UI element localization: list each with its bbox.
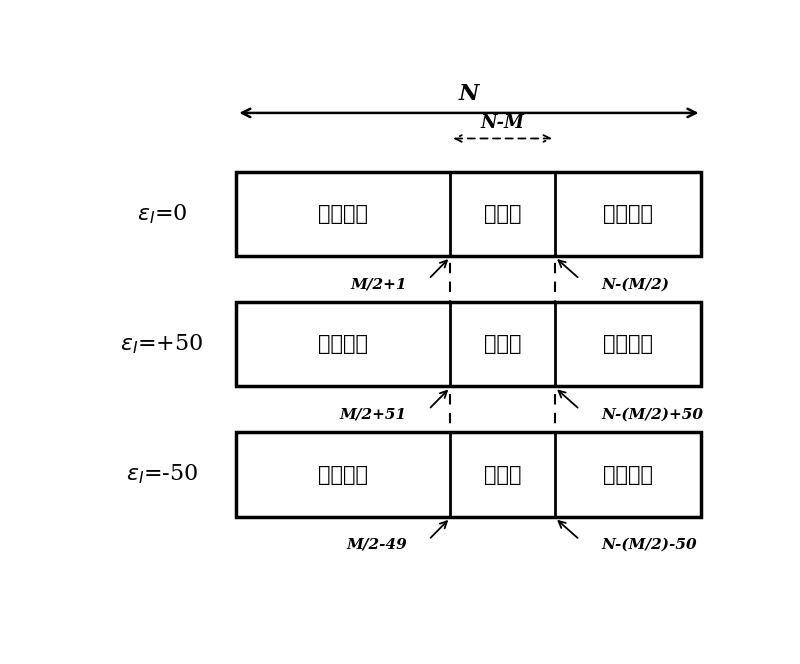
- Text: N: N: [458, 83, 479, 105]
- Text: M/2-49: M/2-49: [346, 538, 407, 552]
- Text: N-(M/2): N-(M/2): [602, 277, 670, 291]
- Text: N-M: N-M: [481, 114, 525, 132]
- Text: 虚载波: 虚载波: [484, 334, 522, 355]
- Text: 有用载波: 有用载波: [318, 465, 368, 485]
- Bar: [237, 302, 702, 386]
- Text: 虚载波: 虚载波: [484, 465, 522, 485]
- Text: $\varepsilon_I$=-50: $\varepsilon_I$=-50: [126, 463, 198, 487]
- Text: $\varepsilon_I$=0: $\varepsilon_I$=0: [137, 202, 187, 226]
- Bar: [237, 432, 702, 517]
- Text: N-(M/2)-50: N-(M/2)-50: [602, 538, 697, 552]
- Text: 有用载波: 有用载波: [318, 204, 368, 224]
- Text: $\varepsilon_I$=+50: $\varepsilon_I$=+50: [120, 333, 204, 356]
- Text: 有用载波: 有用载波: [603, 334, 653, 355]
- Text: M/2+1: M/2+1: [350, 277, 407, 291]
- Text: 有用载波: 有用载波: [603, 465, 653, 485]
- Text: N-(M/2)+50: N-(M/2)+50: [602, 408, 703, 422]
- Text: M/2+51: M/2+51: [340, 408, 407, 422]
- Bar: [237, 172, 702, 256]
- Text: 有用载波: 有用载波: [318, 334, 368, 355]
- Text: 虚载波: 虚载波: [484, 204, 522, 224]
- Text: 有用载波: 有用载波: [603, 204, 653, 224]
